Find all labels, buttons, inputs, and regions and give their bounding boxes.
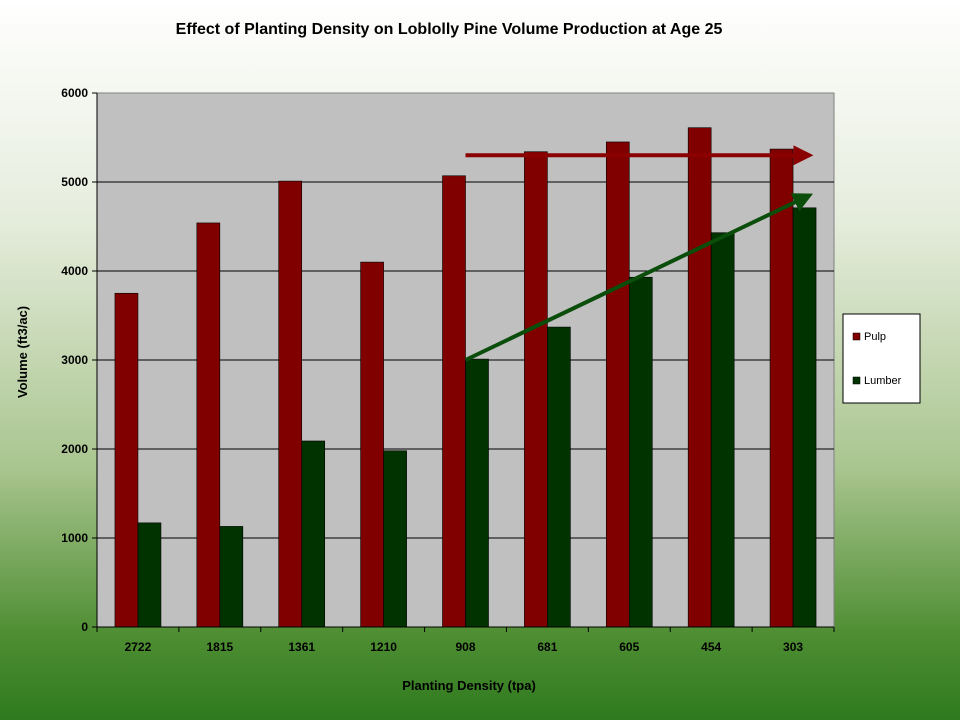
bar-lumber-2722 — [137, 522, 162, 628]
bar-pulp-1210 — [360, 261, 384, 628]
bar-lumber-1815 — [219, 526, 244, 628]
x-tick-label: 681 — [537, 640, 557, 654]
trend-arrow — [464, 193, 814, 362]
axes: 0 1000 2000 3000 4000 5000 6000 2722 1815 1361 121… — [61, 86, 835, 654]
legend-swatch-pulp — [852, 332, 861, 341]
bar-lumber-303 — [792, 207, 817, 628]
y-tick-label: 2000 — [61, 442, 88, 456]
legend-label-pulp: Pulp — [864, 331, 886, 343]
x-tick-label: 908 — [455, 640, 475, 654]
bar-lumber-1361 — [301, 440, 326, 628]
y-tick-label: 6000 — [61, 86, 88, 100]
bar-pulp-908 — [442, 175, 466, 628]
y-tick-label: 4000 — [61, 264, 88, 278]
bar-pulp-1361 — [278, 180, 303, 628]
legend-label-lumber: Lumber — [864, 375, 902, 387]
bar-lumber-681 — [547, 326, 571, 628]
chart-title: Effect of Planting Density on Loblolly P… — [176, 21, 723, 38]
x-axis-label: Planting Density (tpa) — [402, 678, 536, 693]
bar-lumber-908 — [465, 358, 489, 628]
bar-pulp-605 — [605, 141, 630, 628]
x-tick-label: 1361 — [288, 640, 315, 654]
bar-lumber-1210 — [383, 450, 407, 628]
legend-swatch-lumber — [852, 376, 861, 385]
bar-pulp-1815 — [196, 222, 221, 628]
bars — [114, 127, 817, 628]
bar-lumber-605 — [628, 276, 653, 628]
y-tick-label: 5000 — [61, 175, 88, 189]
bar-pulp-681 — [524, 151, 548, 628]
bar-pulp-454 — [687, 127, 712, 628]
bar-pulp-2722 — [114, 292, 139, 628]
x-tick-label: 2722 — [125, 640, 152, 654]
legend: Pulp Lumber — [842, 313, 921, 404]
x-tick-label: 605 — [619, 640, 639, 654]
y-tick-label: 0 — [81, 620, 88, 634]
x-tick-label: 1815 — [206, 640, 233, 654]
y-axis-label: Volume (ft3/ac) — [15, 306, 30, 398]
trend-arrows — [464, 145, 814, 362]
x-tick-label: 454 — [701, 640, 721, 654]
bar-lumber-454 — [710, 232, 735, 628]
x-tick-label: 1210 — [370, 640, 397, 654]
y-tick-label: 3000 — [61, 353, 88, 367]
bar-pulp-303 — [769, 148, 794, 628]
legend-box — [842, 313, 921, 404]
x-tick-label: 303 — [783, 640, 803, 654]
y-tick-label: 1000 — [61, 531, 88, 545]
